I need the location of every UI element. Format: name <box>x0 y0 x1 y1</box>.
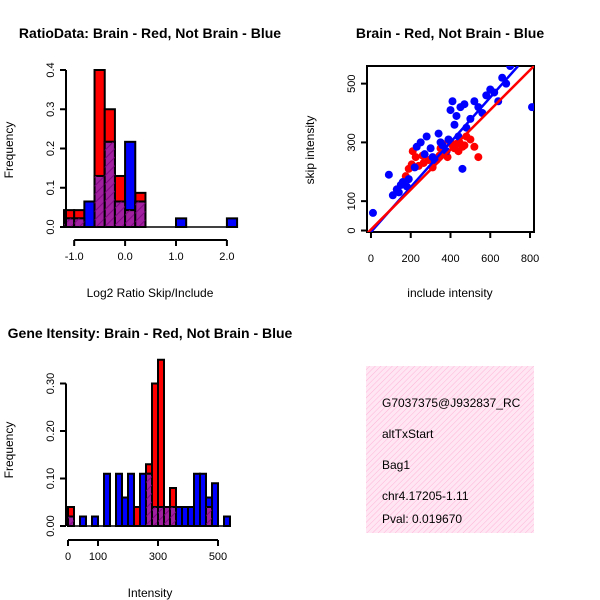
bar-notbrain-6 <box>103 472 111 527</box>
point-notbrain-24 <box>450 120 459 129</box>
bar-overlap-hatch-5 <box>114 201 126 227</box>
bar-overlap-hatch-23 <box>206 507 212 526</box>
y-tick-label-1: 0.10 <box>45 468 57 489</box>
point-notbrain-8 <box>404 175 413 184</box>
scatter-x-tick-label-1: 200 <box>402 253 420 265</box>
point-notbrain-17 <box>434 129 443 138</box>
point-notbrain-4 <box>394 188 403 197</box>
point-brain-5 <box>411 153 420 162</box>
info-panel-hatch <box>366 366 534 533</box>
scatter-x-tick-label-4: 800 <box>521 253 539 265</box>
x-tick-label-3: 2.0 <box>219 251 234 263</box>
info-gene-name: Bag1 <box>382 458 410 472</box>
point-notbrain-25 <box>452 111 461 120</box>
bar-notbrain-16 <box>225 217 239 229</box>
intensity-histogram-ylabel: Frequency <box>2 422 16 479</box>
point-notbrain-41 <box>506 66 515 70</box>
point-notbrain-11 <box>416 138 425 147</box>
intensity-histogram-title: Gene Itensity: Brain - Red, Not Brain - … <box>8 325 293 341</box>
bar-overlap-hatch-13 <box>146 473 152 526</box>
bar-overlap-hatch-1 <box>74 218 85 227</box>
x-tick-label-0: -1.0 <box>65 251 84 263</box>
intensity-histogram: Gene Itensity: Brain - Red, Not Brain - … <box>2 325 293 600</box>
scatter-x-tick-label-2: 400 <box>441 253 459 265</box>
point-notbrain-29 <box>460 100 469 109</box>
scatter-ylabel: skip intensity <box>303 116 317 185</box>
point-notbrain-35 <box>482 91 491 100</box>
point-notbrain-28 <box>458 164 467 173</box>
x-tick-label-1: 0.0 <box>117 251 132 263</box>
point-brain-26 <box>466 135 475 144</box>
point-notbrain-13 <box>422 132 431 141</box>
info-locus: chr4.17205-1.11 <box>382 489 469 503</box>
x-tick-label-1: 100 <box>89 551 107 563</box>
point-notbrain-12 <box>420 150 429 159</box>
scatter-marks <box>367 66 534 232</box>
bar-brain-15 <box>157 358 165 527</box>
scatter-title: Brain - Red, Not Brain - Blue <box>356 25 544 41</box>
x-tick-label-2: 1.0 <box>168 251 183 263</box>
bar-overlap-hatch-0 <box>64 218 75 227</box>
scatter-x-tick-label-0: 0 <box>368 253 374 265</box>
x-tick-label-0: 0 <box>65 551 71 563</box>
ratio-histogram-title: RatioData: Brain - Red, Not Brain - Blue <box>19 25 281 41</box>
bar-notbrain-26 <box>223 515 231 527</box>
point-notbrain-32 <box>470 97 479 106</box>
point-notbrain-22 <box>446 106 455 115</box>
scatter-y-tick-label-0: 0 <box>346 227 358 233</box>
y-tick-label-3: 0.3 <box>45 102 57 117</box>
bar-overlap-hatch-16 <box>164 507 170 526</box>
bar-notbrain-11 <box>175 217 188 229</box>
point-notbrain-42 <box>528 103 534 112</box>
bar-overlap-hatch-4 <box>104 141 115 227</box>
point-notbrain-9 <box>410 163 419 172</box>
y-tick-label-4: 0.4 <box>45 62 57 77</box>
point-notbrain-2 <box>388 191 397 200</box>
scatter-y-tick-label-3: 500 <box>346 74 358 92</box>
x-tick-label-2: 300 <box>149 551 167 563</box>
point-notbrain-1 <box>384 170 393 179</box>
y-tick-label-3: 0.30 <box>45 373 57 394</box>
point-brain-28 <box>474 153 483 162</box>
bar-notbrain-2 <box>83 200 96 229</box>
scatter-y-tick-label-1: 100 <box>346 192 358 210</box>
info-panel: G7037375@J932837_RC altTxStart Bag1 chr4… <box>366 366 534 533</box>
point-brain-24 <box>460 141 469 150</box>
bar-overlap-hatch-6 <box>125 210 136 227</box>
y-tick-label-1: 0.1 <box>45 180 57 195</box>
bar-overlap-hatch-17 <box>170 507 176 526</box>
info-event-type: altTxStart <box>382 427 434 441</box>
bar-overlap-hatch-14 <box>152 507 158 526</box>
bar-overlap-hatch-7 <box>135 201 146 227</box>
bar-overlap-hatch-15 <box>158 507 164 526</box>
y-tick-label-0: 0.00 <box>45 515 57 536</box>
point-notbrain-14 <box>426 144 435 153</box>
x-tick-label-3: 500 <box>209 551 227 563</box>
point-notbrain-39 <box>498 73 507 82</box>
info-probe-id: G7037375@J932837_RC <box>382 396 521 410</box>
point-notbrain-23 <box>448 97 457 106</box>
point-notbrain-0 <box>368 208 377 217</box>
ratio-histogram-xlabel: Log2 Ratio Skip/Include <box>87 286 214 300</box>
ratio-histogram-ylabel: Frequency <box>2 122 16 179</box>
bar-notbrain-2 <box>79 515 87 527</box>
intensity-histogram-xlabel: Intensity <box>128 586 173 600</box>
intensity-scatter: Brain - Red, Not Brain - Blue 0 200 400 600… <box>303 25 544 300</box>
y-tick-label-2: 0.2 <box>45 141 57 156</box>
scatter-xlabel: include intensity <box>407 286 492 300</box>
bar-overlap-hatch-3 <box>94 175 105 227</box>
y-tick-label-2: 0.20 <box>45 420 57 441</box>
ratio-histogram: RatioData: Brain - Red, Not Brain - Blue… <box>2 25 281 300</box>
bar-notbrain-4 <box>91 515 99 527</box>
fit-line-brain <box>367 66 534 232</box>
info-pval: Pval: 0.019670 <box>382 512 462 526</box>
point-brain-27 <box>470 142 479 151</box>
scatter-x-tick-label-3: 600 <box>481 253 499 265</box>
scatter-y-tick-label-2: 300 <box>346 133 358 151</box>
bar-notbrain-10 <box>127 472 135 527</box>
y-tick-label-0: 0.0 <box>45 219 57 234</box>
bar-overlap-hatch-0 <box>68 516 74 526</box>
